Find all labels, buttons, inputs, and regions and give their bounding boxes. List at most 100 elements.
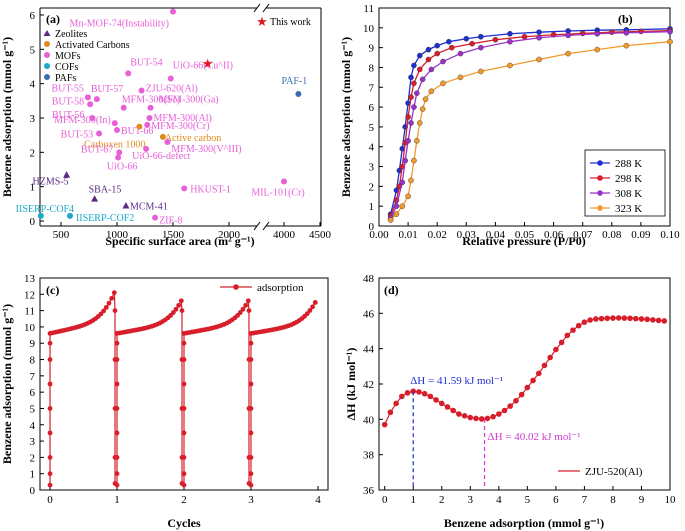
data-point-c	[47, 430, 53, 436]
point-label-a: IISERP-COF4	[16, 204, 74, 215]
x-tick-label-d: 6	[553, 494, 559, 506]
data-point-d	[467, 414, 474, 421]
x-tick-label-d: 0	[382, 494, 388, 506]
data-point-b	[416, 66, 423, 73]
data-point-b	[478, 33, 484, 40]
data-point-b	[434, 50, 441, 57]
data-point-c	[47, 406, 53, 411]
data-point-a	[281, 178, 287, 185]
point-label-a: BUT-57	[91, 84, 123, 95]
x-tick-label-b: 0.07	[573, 229, 593, 241]
data-point-b	[408, 120, 414, 126]
data-point-b	[425, 56, 432, 63]
data-point-d	[564, 332, 571, 339]
legend-marker-a	[44, 52, 50, 58]
point-label-a: UiO-66(Cu^II)	[173, 61, 233, 72]
point-label-a: BUT-67	[81, 144, 113, 155]
y-axis-title-b: Benzene adsorption (mmol g⁻¹)	[339, 37, 353, 197]
data-point-b	[623, 29, 630, 36]
data-point-c	[114, 482, 120, 488]
legend-marker-a	[44, 74, 50, 80]
y-tick-label-b: 4	[369, 142, 375, 154]
data-point-d	[518, 391, 525, 398]
axis-break-mark	[253, 3, 261, 13]
data-point-c	[114, 381, 120, 387]
data-point-d	[507, 403, 514, 409]
data-point-b	[448, 44, 455, 51]
data-point-a	[125, 70, 132, 77]
data-point-c	[176, 302, 182, 308]
data-point-c	[181, 340, 187, 346]
data-point-c	[248, 406, 254, 411]
data-point-b	[399, 203, 406, 209]
y-tick-label-a: 3	[30, 113, 36, 125]
point-label-a: UiO-66	[107, 161, 138, 172]
x-tick-label-a: 4000	[273, 229, 296, 241]
data-point-b	[411, 80, 417, 87]
legend-marker-b	[597, 175, 603, 181]
axis-break-mark	[253, 221, 261, 231]
panel-label-c: (c)	[46, 283, 59, 297]
data-point-b	[428, 88, 435, 95]
point-label-a: MFM-300(Al)	[153, 113, 211, 124]
data-point-d	[473, 415, 479, 422]
data-point-c	[240, 306, 246, 312]
data-point-d	[581, 319, 588, 325]
legend-marker-b	[597, 160, 603, 166]
x-tick-label-d: 10	[665, 494, 677, 506]
data-point-d	[484, 415, 491, 422]
point-label-a: MIL-101(Cr)	[251, 188, 304, 199]
y-tick-label-c: 5	[30, 403, 36, 415]
data-point-d	[416, 389, 422, 395]
data-point-b	[434, 42, 441, 49]
panel-label-b: (b)	[618, 12, 633, 26]
data-point-b	[536, 56, 542, 63]
data-point-d	[632, 315, 639, 322]
data-point-b	[609, 29, 615, 35]
data-point-d	[575, 322, 582, 329]
y-tick-label-c: 11	[24, 306, 35, 318]
data-point-b	[463, 35, 470, 42]
data-point-d	[404, 390, 411, 396]
data-point-a	[138, 87, 145, 94]
data-point-b	[428, 66, 435, 73]
y-tick-label-c: 2	[30, 452, 36, 464]
enthalpy-line-d	[384, 317, 665, 425]
y-tick-label-c: 10	[24, 322, 36, 334]
point-label-a: HKUST-1	[190, 184, 231, 195]
y-tick-label-a: 4	[30, 79, 36, 91]
data-point-b	[507, 38, 513, 45]
data-point-a	[122, 202, 130, 209]
point-label-a: BUT-54	[130, 57, 162, 68]
data-point-b	[507, 30, 513, 37]
data-point-a	[147, 104, 154, 111]
data-point-b	[408, 177, 414, 184]
x-tick-label-b: 0.01	[398, 229, 417, 241]
data-point-b	[393, 211, 400, 217]
data-point-b	[414, 90, 420, 97]
x-tick-label-b: 0.06	[544, 229, 564, 241]
y-tick-label-b: 3	[369, 162, 375, 174]
y-tick-label-c: 8	[30, 355, 36, 367]
legend-label-b: 308 K	[615, 188, 642, 200]
point-label-a: MFM-300(Ga)	[159, 95, 219, 106]
data-point-c	[173, 306, 179, 312]
data-point-d	[558, 339, 565, 346]
y-tick-label-d: 48	[363, 273, 375, 285]
x-tick-label-a: 2000	[218, 229, 241, 241]
data-point-b	[405, 137, 411, 144]
point-label-a: SBA-15	[89, 185, 122, 196]
point-label-a: MFM-300(Cr)	[151, 121, 209, 132]
y-axis-title-c: Benzene adsorption (mmol g⁻¹)	[0, 304, 14, 464]
data-point-d	[501, 407, 508, 414]
data-point-d	[547, 354, 553, 361]
legend-label-b: 288 K	[615, 158, 642, 170]
point-label-a: PAF-1	[282, 76, 308, 87]
legend-label-a: COFs	[55, 62, 78, 73]
data-point-d	[587, 317, 593, 323]
y-tick-label-b: 6	[369, 102, 375, 114]
y-tick-label-b: 11	[363, 3, 374, 15]
data-point-b	[408, 94, 414, 100]
legend-label-a: Zeolites	[55, 29, 87, 40]
